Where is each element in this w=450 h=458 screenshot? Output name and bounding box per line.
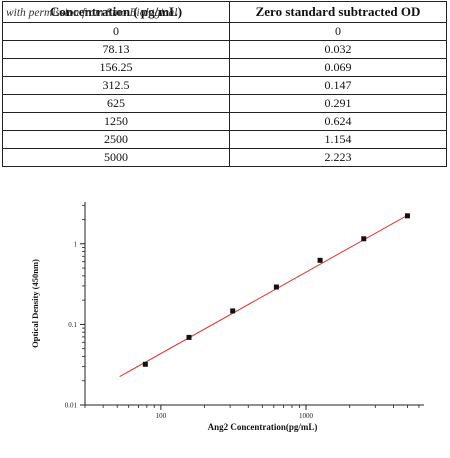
table-cell: 625 bbox=[2, 94, 230, 113]
table-cell: 1.154 bbox=[229, 130, 447, 149]
table-row: 2500 1.154 bbox=[2, 130, 447, 149]
table-cell: 2.223 bbox=[229, 148, 447, 167]
table-cell: 0.291 bbox=[229, 94, 447, 113]
table-row: 5000 2.223 bbox=[2, 148, 447, 167]
x-axis-title: Ang2 Concentration(pg/mL) bbox=[208, 422, 318, 432]
data-table-container: Concentration ( pg/mL) Zero standard sub… bbox=[2, 1, 447, 167]
table-cell: 0.069 bbox=[229, 58, 447, 77]
table-cell: 5000 bbox=[2, 148, 230, 167]
x-tick-label: 1000 bbox=[299, 412, 314, 420]
table-cell: 312.5 bbox=[2, 76, 230, 95]
standard-curve-table: Concentration ( pg/mL) Zero standard sub… bbox=[2, 1, 447, 167]
data-point bbox=[186, 334, 192, 340]
data-point bbox=[142, 361, 148, 367]
column-header-concentration: Concentration ( pg/mL) bbox=[2, 1, 230, 23]
table-cell: 0.147 bbox=[229, 76, 447, 95]
data-point bbox=[404, 213, 410, 219]
table-cell: 0.624 bbox=[229, 112, 447, 131]
data-point bbox=[317, 257, 323, 263]
table-cell: 78.13 bbox=[2, 40, 230, 59]
data-point bbox=[361, 236, 367, 242]
data-point bbox=[273, 284, 279, 290]
table-cell: 0 bbox=[229, 22, 447, 41]
table-cell: 0.032 bbox=[229, 40, 447, 59]
table-row: 625 0.291 bbox=[2, 94, 447, 113]
table-cell: 1250 bbox=[2, 112, 230, 131]
table-row: 78.13 0.032 bbox=[2, 40, 447, 59]
table-row: 312.5 0.147 bbox=[2, 76, 447, 95]
table-header-row: Concentration ( pg/mL) Zero standard sub… bbox=[2, 1, 447, 23]
table-row: 1250 0.624 bbox=[2, 112, 447, 131]
y-tick-label: 1 bbox=[74, 240, 78, 248]
fit-line bbox=[119, 213, 411, 378]
standard-curve-chart: 0.01 0.1 1 100 1000 Ang2 Concentration(pg/mL)… bbox=[30, 202, 424, 432]
column-header-od: Zero standard subtracted OD bbox=[229, 1, 447, 23]
y-axis-title: Optical Density (450nm) bbox=[30, 259, 40, 348]
table-row: 156.25 0.069 bbox=[2, 58, 447, 77]
table-cell: 156.25 bbox=[2, 58, 230, 77]
table-cell: 2500 bbox=[2, 130, 230, 149]
y-tick-label: 0.1 bbox=[68, 321, 77, 329]
chart-container: 0.01 0.1 1 100 1000 Ang2 Concentration(pg/mL)… bbox=[0, 190, 450, 453]
data-point bbox=[230, 308, 236, 314]
x-tick-label: 100 bbox=[156, 412, 167, 420]
y-tick-label: 0.01 bbox=[65, 402, 78, 410]
table-cell: 0 bbox=[2, 22, 230, 41]
